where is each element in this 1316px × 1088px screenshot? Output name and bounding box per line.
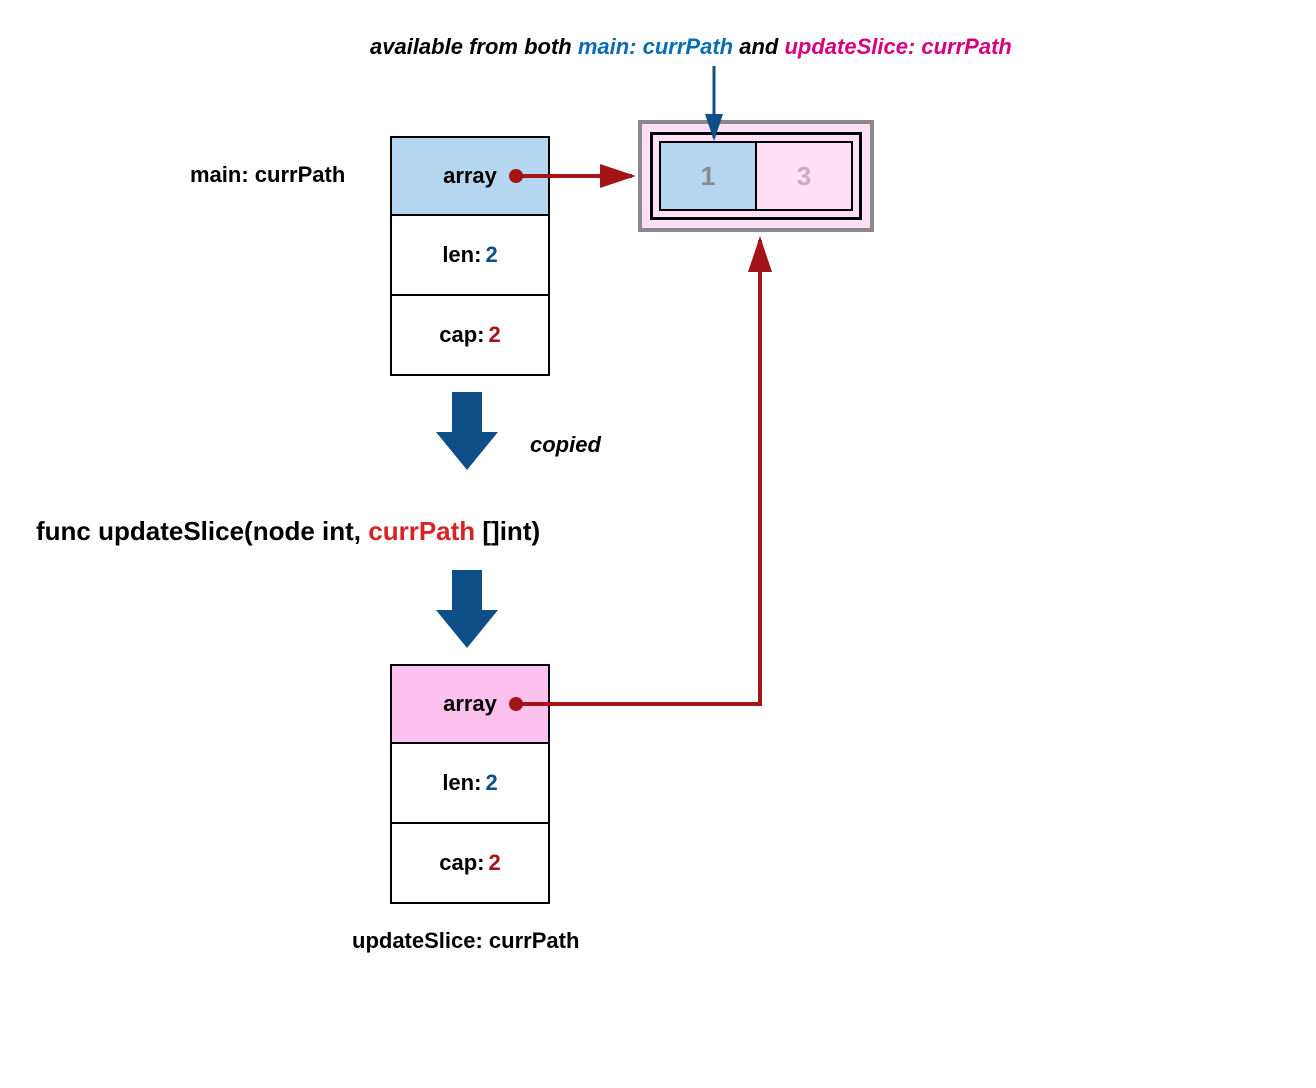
caption: available from both main: currPath and u… [370,34,1012,60]
backing-array-cell-0: 1 [659,141,757,211]
backing-array-mid: 1 3 [650,132,862,220]
caption-prefix: available from both [370,34,578,59]
updateslice-currpath-label: updateSlice: currPath [352,928,579,954]
struct-update-cap-label: cap: [439,850,484,876]
struct-update-pointer-arrow [516,240,760,704]
copied-arrow-2 [436,570,498,648]
struct-main-array-label: array [443,163,497,189]
struct-update: array len: 2 cap: 2 [390,664,550,904]
backing-array-inner: 1 3 [659,141,853,211]
copied-arrow-1 [436,392,498,470]
struct-main-cap-label: cap: [439,322,484,348]
backing-array-cell-1: 3 [757,141,853,211]
struct-update-cap-value: 2 [489,850,501,876]
struct-update-array-label: array [443,691,497,717]
backing-array-box: 1 3 [638,120,874,232]
struct-main-len-label: len: [442,242,481,268]
copied-label: copied [530,432,601,458]
caption-update: updateSlice: currPath [784,34,1011,59]
struct-main-len-cell: len: 2 [390,216,550,296]
struct-update-len-label: len: [442,770,481,796]
func-suffix: []int) [475,516,540,546]
func-signature: func updateSlice(node int, currPath []in… [36,516,540,547]
struct-main-array-cell: array [390,136,550,216]
caption-and: and [739,34,784,59]
func-highlight: currPath [368,516,475,546]
struct-update-cap-cell: cap: 2 [390,824,550,904]
struct-main-len-value: 2 [485,242,497,268]
struct-main-cap-value: 2 [489,322,501,348]
struct-update-len-cell: len: 2 [390,744,550,824]
struct-update-len-value: 2 [485,770,497,796]
caption-main: main: currPath [578,34,733,59]
struct-main-cap-cell: cap: 2 [390,296,550,376]
func-prefix: func updateSlice(node int, [36,516,368,546]
struct-main: array len: 2 cap: 2 [390,136,550,376]
main-currpath-label: main: currPath [190,162,345,188]
struct-update-array-cell: array [390,664,550,744]
